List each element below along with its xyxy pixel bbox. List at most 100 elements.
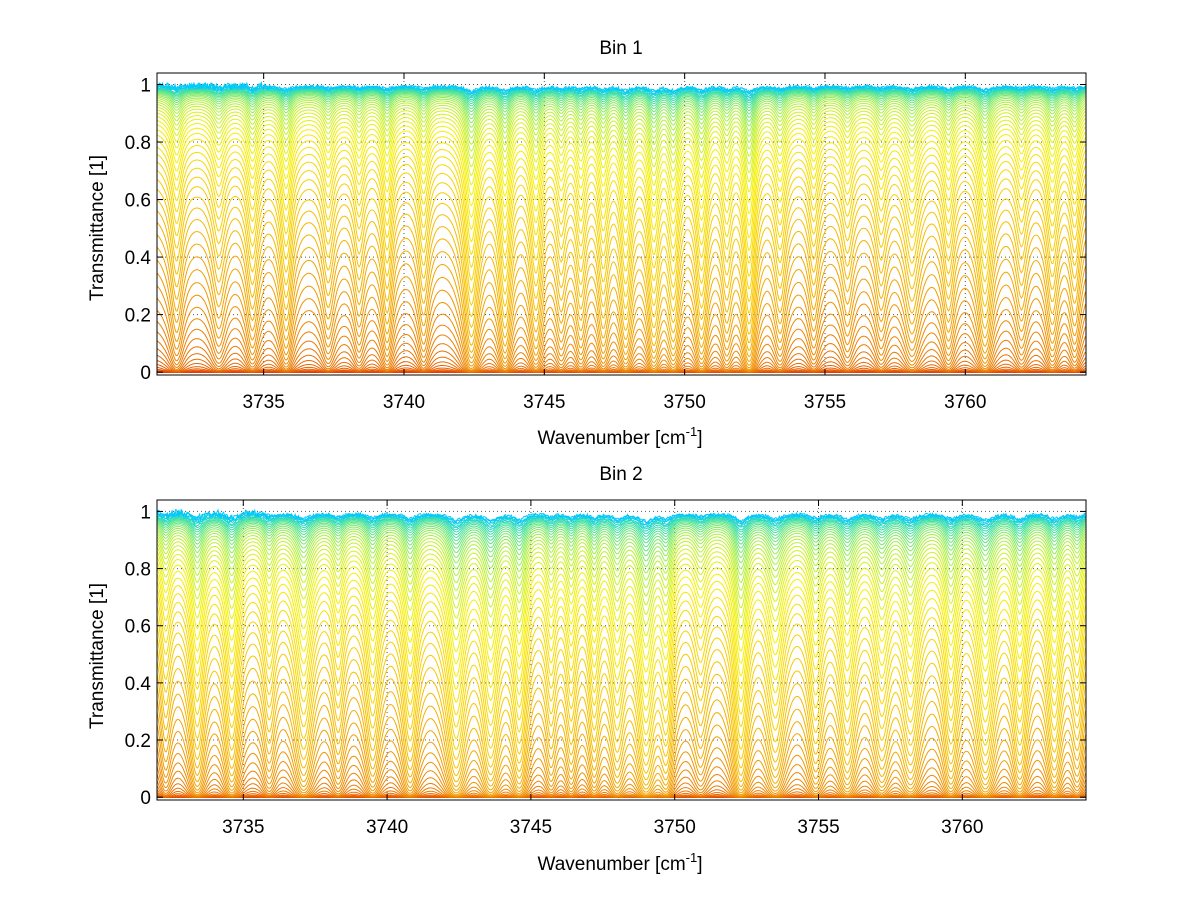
series-line bbox=[157, 90, 1086, 109]
series-line bbox=[157, 528, 1086, 574]
axes-box bbox=[156, 72, 1087, 376]
series-line bbox=[157, 153, 1086, 277]
y-tick-label: 0.8 bbox=[125, 560, 151, 581]
x-tick-label: 3750 bbox=[654, 817, 696, 838]
series-line bbox=[157, 606, 1086, 736]
series-line bbox=[157, 567, 1086, 673]
series-line bbox=[157, 637, 1086, 766]
y-tick-label: 1 bbox=[140, 502, 151, 523]
series-line bbox=[157, 116, 1086, 192]
series-line bbox=[157, 774, 1086, 798]
series-line bbox=[157, 526, 1086, 568]
series-line bbox=[157, 340, 1086, 373]
series-line bbox=[157, 531, 1086, 581]
series-line bbox=[157, 124, 1086, 214]
x-tick-label: 3740 bbox=[383, 392, 425, 413]
series-line bbox=[157, 91, 1086, 115]
series-line bbox=[157, 222, 1086, 351]
x-tick-label: 3735 bbox=[243, 392, 285, 413]
x-tick-label: 3750 bbox=[664, 392, 706, 413]
series-line bbox=[157, 98, 1086, 137]
y-tick-label: 1 bbox=[140, 76, 151, 97]
series-line bbox=[157, 551, 1086, 637]
series-line bbox=[157, 199, 1086, 335]
series-line bbox=[157, 106, 1086, 165]
series-line bbox=[157, 96, 1086, 132]
y-tick-label: 0 bbox=[140, 788, 151, 809]
x-tick-label: 3745 bbox=[510, 817, 552, 838]
series-line bbox=[157, 724, 1086, 797]
series-line bbox=[157, 573, 1086, 686]
series-line bbox=[157, 648, 1086, 774]
y-tick-label: 0.8 bbox=[125, 133, 151, 154]
series-line bbox=[157, 321, 1086, 373]
series-line bbox=[157, 188, 1086, 325]
series-line bbox=[157, 81, 1086, 94]
series-line bbox=[157, 92, 1086, 118]
series-line bbox=[157, 179, 1086, 314]
x-axis-label-main: Wavenumber [cm bbox=[537, 428, 685, 449]
x-tick-label: 3735 bbox=[222, 817, 264, 838]
x-tick-label: 3755 bbox=[804, 392, 846, 413]
series-group bbox=[157, 508, 1086, 798]
series-line bbox=[157, 508, 1086, 524]
x-tick-label: 3760 bbox=[944, 392, 986, 413]
x-axis-label-end: ] bbox=[697, 428, 702, 449]
x-axis-label-superscript: -1 bbox=[686, 850, 698, 865]
series-line bbox=[157, 556, 1086, 649]
x-axis-label: Wavenumber [cm-1] bbox=[537, 850, 702, 875]
x-tick-label: 3745 bbox=[523, 392, 565, 413]
series-line bbox=[157, 536, 1086, 597]
series-line bbox=[157, 766, 1086, 798]
x-tick-label: 3760 bbox=[941, 817, 983, 838]
x-tick-label: 3740 bbox=[366, 817, 408, 838]
series-line bbox=[157, 757, 1086, 798]
series-line bbox=[157, 88, 1086, 104]
y-tick-label: 0.6 bbox=[125, 191, 151, 212]
series-line bbox=[157, 522, 1086, 552]
plot-area: 3735 3740 3745 3750 3755 3760 0 0.2 0.4 0.6 0.8 1 bbox=[125, 72, 1087, 413]
series-line bbox=[157, 626, 1086, 757]
y-tick-label: 0 bbox=[140, 363, 151, 384]
x-axis-label-superscript: -1 bbox=[686, 424, 698, 439]
series-line bbox=[157, 331, 1086, 373]
series-line bbox=[157, 525, 1086, 562]
y-axis-label: Transmittance [1] bbox=[87, 583, 108, 729]
series-line bbox=[157, 515, 1086, 532]
series-line bbox=[157, 169, 1086, 302]
plot-area: 3735 3740 3745 3750 3755 3760 0 0.2 0.4 0.6 0.8 1 bbox=[125, 499, 1087, 838]
series-line bbox=[157, 272, 1086, 369]
series-line bbox=[157, 533, 1086, 589]
series-line bbox=[157, 129, 1086, 226]
series-line bbox=[157, 711, 1086, 795]
y-tick-label: 0.2 bbox=[125, 731, 151, 752]
series-line bbox=[157, 95, 1086, 127]
series-line bbox=[157, 699, 1086, 793]
series-line bbox=[157, 615, 1086, 747]
series-line bbox=[157, 517, 1086, 537]
chart-title: Bin 1 bbox=[599, 38, 642, 59]
chart-title: Bin 2 bbox=[599, 464, 642, 485]
series-line bbox=[157, 146, 1086, 264]
series-line bbox=[157, 285, 1086, 371]
series-line bbox=[157, 90, 1086, 111]
y-tick-label: 0.2 bbox=[125, 306, 151, 327]
series-line bbox=[157, 109, 1086, 173]
series-line bbox=[157, 580, 1086, 699]
series-line bbox=[157, 89, 1086, 106]
series-line bbox=[157, 246, 1086, 362]
series-line bbox=[157, 588, 1086, 712]
x-axis-label: Wavenumber [cm-1] bbox=[537, 424, 702, 449]
series-line bbox=[157, 161, 1086, 290]
series-line bbox=[157, 686, 1086, 790]
series-line bbox=[157, 673, 1086, 786]
subplot-bin-1: Bin 1 Transmittance [1] Wavenumber [cm-1… bbox=[87, 38, 1087, 449]
series-line bbox=[157, 297, 1086, 372]
series-line bbox=[157, 736, 1086, 797]
series-line bbox=[157, 519, 1086, 544]
series-line bbox=[157, 516, 1086, 535]
series-line bbox=[157, 134, 1086, 238]
series-line bbox=[157, 119, 1086, 203]
y-tick-label: 0.6 bbox=[125, 617, 151, 638]
